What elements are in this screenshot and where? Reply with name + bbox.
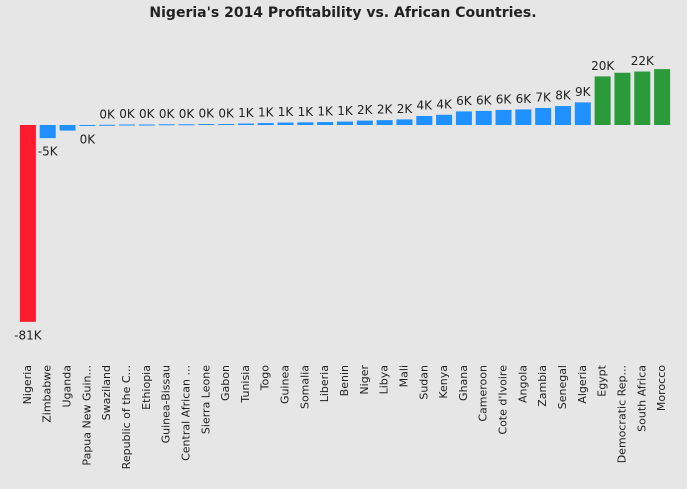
x-tick-label: Central African ... [179,365,192,461]
bar [198,124,215,126]
x-tick-label: Kenya [437,365,450,399]
bar [416,116,433,125]
x-tick-label: Senegal [556,365,569,409]
x-tick-label: Benin [338,365,351,396]
bar [337,121,353,125]
bar [594,76,611,125]
value-label: 0K [119,107,136,121]
bar [119,124,135,126]
value-label: 1K [298,105,315,119]
value-label: 0K [80,132,97,146]
x-tick-label: Somalia [298,365,311,409]
bar [59,125,76,131]
value-label: 0K [218,107,235,121]
value-label: 6K [456,94,473,108]
bar [376,120,393,125]
value-label: 7K [535,90,552,104]
x-tick-label: Cote d'Ivoire [497,365,510,435]
bar [297,122,314,125]
value-label: 1K [337,104,354,118]
bar [317,122,334,125]
x-tick-label: Swaziland [100,365,113,420]
value-label: 6K [516,92,533,106]
bar [218,124,235,126]
bar [99,124,116,126]
value-label: 0K [139,107,156,121]
x-tick-label: Sudan [417,365,430,400]
x-tick-label: Zimbabwe [41,365,54,423]
value-label: 0K [99,107,116,121]
x-tick-label: Ghana [457,365,470,401]
value-label: 0K [199,107,216,121]
bar [39,125,56,139]
value-label: 6K [496,92,513,106]
bar [178,124,195,126]
bar [257,123,274,125]
value-label: 1K [278,105,295,119]
x-tick-label: Morocco [655,365,668,411]
value-label: 2K [377,103,394,117]
bar [475,110,492,125]
value-label: 9K [575,85,592,99]
x-tick-label: Nigeria [21,365,34,404]
x-tick-label: Egypt [596,364,609,396]
value-label: -81K [14,328,43,342]
x-tick-label: Mali [397,365,410,387]
bar [515,109,532,125]
value-label: 1K [317,105,334,119]
bar [555,106,571,125]
x-tick-label: Gabon [219,365,232,401]
x-tick-label: Zambia [536,365,549,407]
x-tick-label: Niger [358,365,371,395]
bar [19,125,36,322]
bar [614,72,631,125]
bar [574,102,591,125]
bar [356,120,373,125]
x-tick-label: Togo [259,365,272,392]
value-label: 0K [179,107,196,121]
bar [277,122,294,125]
bar [158,124,175,126]
x-tick-label: Sierra Leone [199,365,212,434]
x-tick-label: Tunisia [239,365,252,404]
value-label: 2K [357,103,374,117]
bar [436,114,453,125]
x-tick-label: Republic of the C... [120,365,133,469]
value-label: -5K [38,145,59,159]
x-tick-label: Algeria [576,365,589,404]
bar [535,107,552,125]
value-label: 1K [258,106,275,120]
x-tick-label: Democratic Rep... [615,365,628,463]
bar [138,124,155,126]
value-label: 22K [631,54,655,68]
bar [634,71,651,125]
value-label: 4K [436,97,453,111]
bar [495,109,512,125]
x-tick-label: Guinea-Bissau [160,365,173,443]
x-tick-label: South Africa [635,365,648,432]
value-label: 20K [591,59,615,73]
x-tick-label: Papua New Guin... [80,365,93,466]
bar [654,69,671,125]
x-tick-label: Liberia [318,365,331,402]
bar [237,123,254,125]
bar [455,111,472,125]
x-tick-label: Angola [516,365,529,403]
x-tick-label: Guinea [279,365,292,404]
x-tick-label: Cameroon [477,365,490,422]
value-label: 8K [555,89,572,103]
value-label: 6K [476,93,493,107]
bar [79,125,96,126]
bar [396,119,413,125]
value-label: 4K [417,99,434,113]
value-label: 0K [159,107,176,121]
x-tick-label: Ethiopia [140,365,153,410]
x-tick-label: Uganda [61,365,74,407]
chart-title: Nigeria's 2014 Profitability vs. African… [149,5,536,21]
x-tick-label: Libya [378,365,391,394]
value-label: 1K [238,106,255,120]
value-label: 2K [397,102,414,116]
